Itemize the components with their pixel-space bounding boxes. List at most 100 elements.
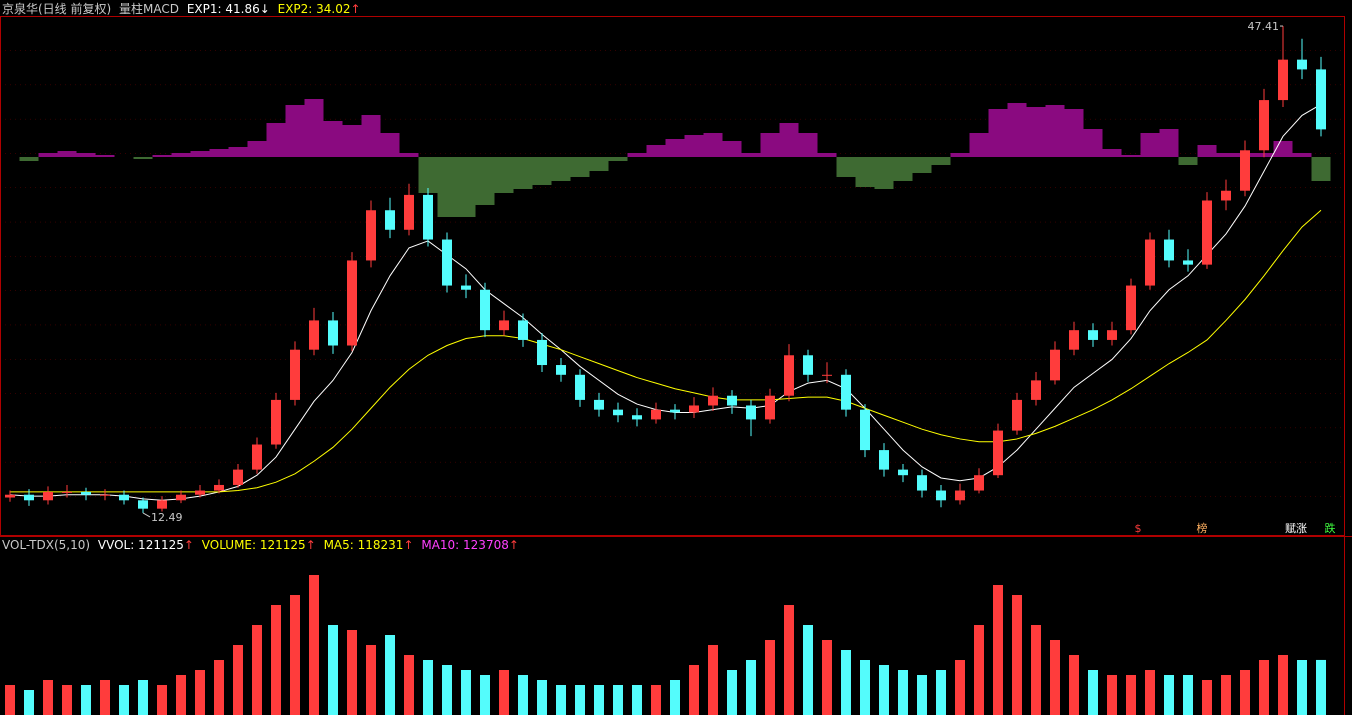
volume-bar (1107, 675, 1117, 715)
candle-body (537, 339, 547, 366)
candle-body (347, 260, 357, 346)
candle-body (594, 399, 604, 410)
macd-bar (228, 147, 248, 157)
macd-bar (722, 141, 742, 157)
volume-bar (651, 685, 661, 715)
macd-bar (38, 153, 58, 157)
macd-bar (304, 99, 324, 157)
macd-bar (57, 151, 77, 157)
volume-bar (62, 685, 72, 715)
volume-bar (347, 630, 357, 715)
volume-bar (784, 605, 794, 715)
volume-bar (43, 680, 53, 715)
candle-body (1164, 239, 1174, 261)
signal-marker: 跌 (1325, 521, 1336, 535)
volume-bar (822, 640, 832, 715)
macd-bar (1178, 157, 1198, 165)
candle-body (24, 494, 34, 501)
candle-body (1088, 330, 1098, 340)
candle-body (1069, 330, 1079, 350)
candle-body (1278, 59, 1288, 101)
candle-body (5, 494, 15, 498)
macd-bar (627, 153, 647, 157)
volume-bar (689, 665, 699, 715)
volume-bar (157, 685, 167, 715)
macd-bar (836, 157, 856, 177)
candle-body (271, 399, 281, 445)
volume-indicator: VOL-TDX(5,10) (2, 538, 91, 552)
candle-body (1202, 200, 1212, 265)
indicator-name: 量柱MACD (119, 2, 179, 16)
low-label: 12.49 (151, 511, 183, 524)
volume-bar (556, 685, 566, 715)
macd-bar (988, 109, 1008, 157)
candle-body (727, 395, 737, 406)
candle-body (556, 365, 566, 375)
volume-bar (518, 675, 528, 715)
volume-bar (423, 660, 433, 715)
candle-body (1031, 380, 1041, 400)
macd-bar (285, 105, 305, 157)
macd-bar (1064, 109, 1084, 157)
signal-marker: 赋涨 (1285, 522, 1307, 535)
macd-bar (855, 157, 875, 187)
candle-body (936, 490, 946, 501)
macd-bar (399, 153, 419, 157)
volume-bar (1240, 670, 1250, 715)
macd-bar (513, 157, 533, 189)
macd-bar (950, 153, 970, 157)
macd-bar (1159, 129, 1179, 157)
volume-bar (670, 680, 680, 715)
candle-body (708, 395, 718, 406)
volume-bar (1145, 670, 1155, 715)
grid-pattern (0, 16, 1345, 530)
volume-bar (879, 665, 889, 715)
volume-bar (1031, 625, 1041, 715)
annotation-layer: 47.41 12.49 $ 榜 赋涨 跌 (142, 20, 1336, 535)
macd-bar (361, 115, 381, 157)
ma10: MA10: 123708 (421, 538, 509, 552)
candle-body (404, 194, 414, 230)
candle-body (290, 349, 300, 400)
candle-body (898, 469, 908, 476)
volume-bar (917, 675, 927, 715)
candle-body (442, 239, 452, 286)
candle-body (632, 415, 642, 420)
volume-bar (727, 670, 737, 715)
volume-bar (765, 640, 775, 715)
volume-bar (252, 625, 262, 715)
volume-bar (480, 675, 490, 715)
macd-bar (152, 155, 172, 157)
volume-bar (176, 675, 186, 715)
candle-body (1107, 330, 1117, 340)
macd-bar (969, 133, 989, 157)
macd-bar (1007, 103, 1027, 157)
candle-body (841, 374, 851, 410)
candle-body (1240, 150, 1250, 191)
volume-bar (613, 685, 623, 715)
candle-body (1259, 100, 1269, 151)
macd-bar (1045, 105, 1065, 157)
volume-header: VOL-TDX(5,10) VVOL: 121125↑ VOLUME: 1211… (2, 538, 523, 552)
volume-bar (860, 660, 870, 715)
volume-bar (290, 595, 300, 715)
macd-bar (171, 153, 191, 157)
macd-bar (266, 123, 286, 157)
exp1-arrow: ↓ (259, 2, 270, 16)
candle-body (1221, 190, 1231, 201)
volume-bar (1202, 680, 1212, 715)
volume-bar (1278, 655, 1288, 715)
volume-bar (24, 690, 34, 715)
volume-bar (1050, 640, 1060, 715)
macd-bar (817, 153, 837, 157)
macd-bar (608, 157, 628, 161)
ma-layer (9, 103, 1322, 501)
volume-value: VOLUME: 121125 (201, 538, 306, 552)
macd-bar (646, 145, 666, 157)
candle-body (822, 374, 832, 376)
volume-bar (119, 685, 129, 715)
volume-bar (461, 670, 471, 715)
macd-bar (475, 157, 495, 205)
macd-bar (798, 133, 818, 157)
